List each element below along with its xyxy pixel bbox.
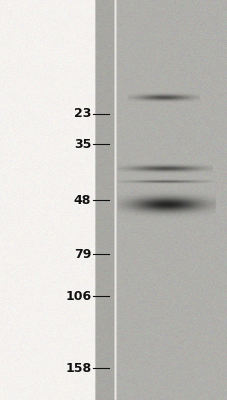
Text: 23: 23 <box>74 108 91 120</box>
Text: 79: 79 <box>74 248 91 260</box>
Text: 158: 158 <box>65 362 91 374</box>
Text: 35: 35 <box>74 138 91 150</box>
Text: 48: 48 <box>74 194 91 206</box>
Text: 106: 106 <box>65 290 91 302</box>
